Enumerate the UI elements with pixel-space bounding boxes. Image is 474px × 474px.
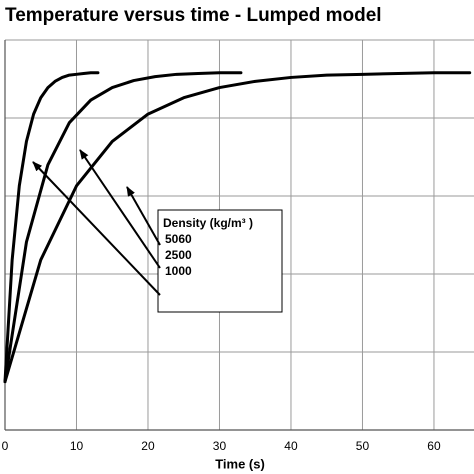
legend-arrow xyxy=(79,149,161,269)
series-line xyxy=(3,71,243,384)
x-tick-label: 10 xyxy=(70,439,84,453)
x-axis-title: Time (s) xyxy=(215,456,265,471)
legend-label: 5060 xyxy=(165,232,192,246)
series-line xyxy=(3,71,100,384)
legend-title: Density (kg/m³ ) xyxy=(163,216,253,230)
legend-arrow xyxy=(126,186,161,246)
x-tick-label: 30 xyxy=(213,439,227,453)
legend-label: 2500 xyxy=(165,248,192,262)
x-tick-label: 60 xyxy=(427,439,441,453)
x-tick-label: 50 xyxy=(356,439,370,453)
series-line xyxy=(3,71,472,384)
x-tick-label: 20 xyxy=(141,439,155,453)
legend-arrow xyxy=(32,161,161,296)
chart-title: Temperature versus time - Lumped model xyxy=(5,5,382,26)
legend-box xyxy=(157,209,283,313)
x-tick-label: 0 xyxy=(2,439,9,453)
x-tick-label: 40 xyxy=(284,439,298,453)
legend-label: 1000 xyxy=(165,264,192,278)
